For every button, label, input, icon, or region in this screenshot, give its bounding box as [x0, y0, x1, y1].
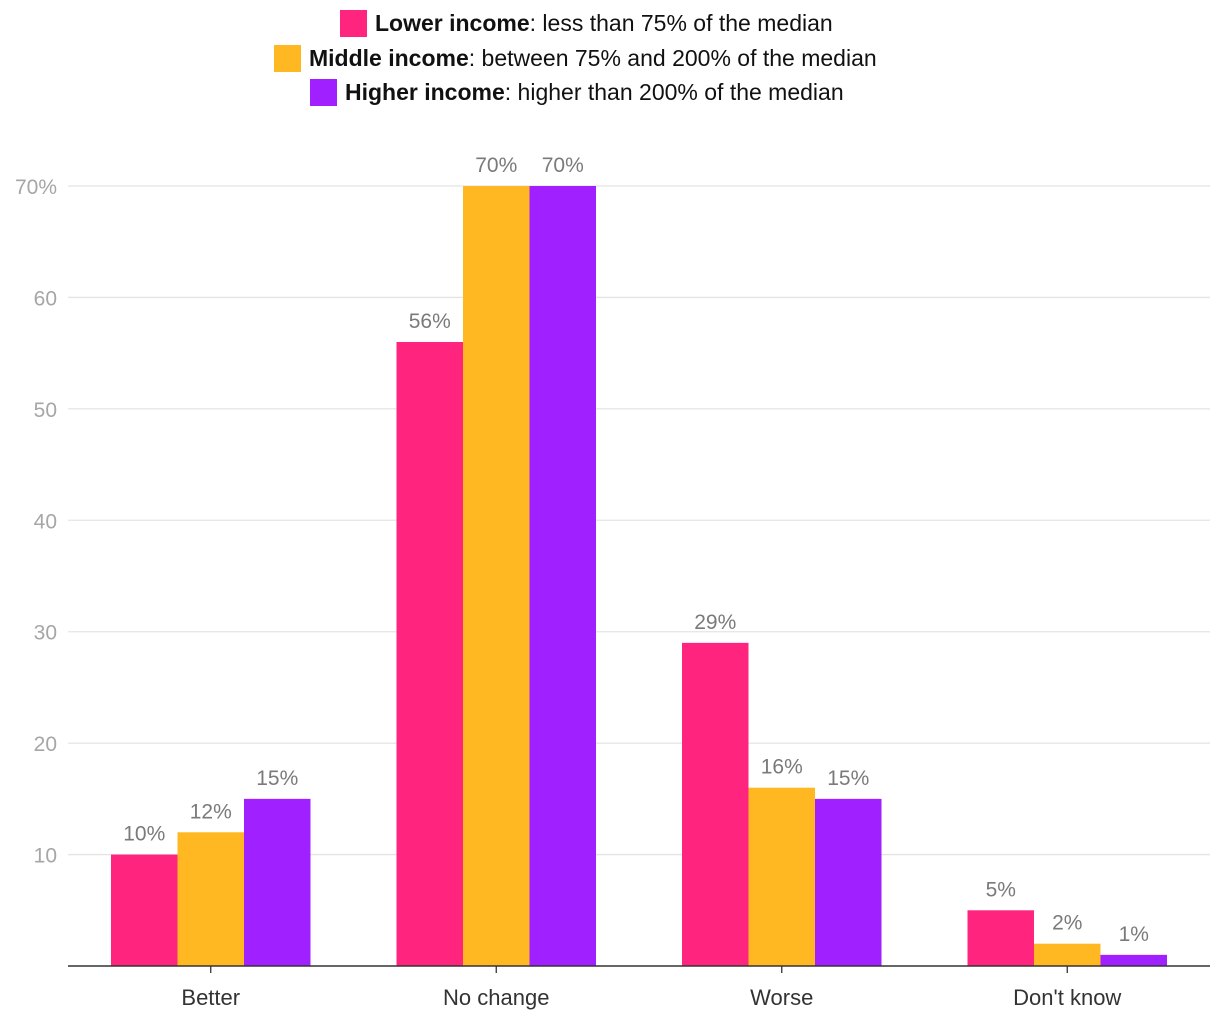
y-tick-label: 70%	[15, 176, 57, 199]
bar-lower-income-no-change	[396, 342, 463, 966]
bar-middle-income-worse	[748, 787, 815, 966]
bar-middle-income-no-change	[463, 186, 530, 966]
bar-higher-income-don-t-know	[1100, 954, 1167, 966]
bar-higher-income-better	[244, 798, 311, 966]
legend-swatch-3	[310, 79, 337, 106]
x-tick-label: Don't know	[1013, 985, 1121, 1010]
data-label: 2%	[1052, 912, 1082, 935]
data-label: 5%	[986, 878, 1016, 901]
legend-entry-name: Higher income	[345, 79, 505, 105]
data-label: 16%	[761, 756, 803, 779]
bar-lower-income-worse	[682, 642, 749, 966]
legend-swatch-2	[274, 45, 301, 72]
data-label: 56%	[409, 310, 451, 333]
y-tick-label: 30	[34, 622, 57, 645]
y-tick-label: 20	[34, 733, 57, 756]
legend-entry-description: : higher than 200% of the median	[505, 79, 844, 105]
y-tick-label: 10	[34, 845, 57, 868]
data-label: 70%	[542, 154, 584, 177]
y-tick-label: 60	[34, 287, 57, 310]
bar-middle-income-don-t-know	[1034, 943, 1101, 966]
bar-higher-income-no-change	[529, 186, 596, 966]
legend-swatch-1	[340, 10, 367, 37]
legend-entry-description: : between 75% and 200% of the median	[469, 45, 877, 71]
data-label: 1%	[1119, 923, 1149, 946]
gridlines	[68, 185, 1210, 856]
data-label: 29%	[694, 611, 736, 634]
data-labels: 10% 12% 15% 56% 70% 70% 29% 16% 15% 5% 2% 1%	[123, 154, 1149, 946]
data-label: 15%	[827, 767, 869, 790]
data-label: 12%	[190, 800, 232, 823]
legend: Lower income: less than 75% of the media…	[274, 10, 877, 106]
legend-entry-3: Higher income: higher than 200% of the m…	[345, 79, 844, 105]
legend-entry-description: : less than 75% of the median	[530, 10, 833, 36]
y-tick-label: 50	[34, 399, 57, 422]
bars	[111, 186, 1167, 966]
bar-lower-income-don-t-know	[967, 910, 1034, 966]
bar-lower-income-better	[111, 854, 178, 966]
y-tick-label: 40	[34, 510, 57, 533]
bar-higher-income-worse	[815, 798, 882, 966]
y-axis: 10 20 30 40 50 60 70%	[15, 176, 57, 868]
x-axis: Better No change Worse Don't know	[181, 966, 1121, 1010]
data-label: 70%	[475, 154, 517, 177]
x-tick-label: Better	[181, 985, 240, 1010]
legend-entry-name: Middle income	[309, 45, 469, 71]
data-label: 10%	[123, 823, 165, 846]
x-tick-label: Worse	[750, 985, 813, 1010]
bar-middle-income-better	[177, 832, 244, 966]
legend-entry-1: Lower income: less than 75% of the media…	[375, 10, 833, 36]
data-label: 15%	[256, 767, 298, 790]
legend-entry-2: Middle income: between 75% and 200% of t…	[309, 45, 877, 71]
legend-entry-name: Lower income	[375, 10, 530, 36]
x-tick-label: No change	[443, 985, 549, 1010]
